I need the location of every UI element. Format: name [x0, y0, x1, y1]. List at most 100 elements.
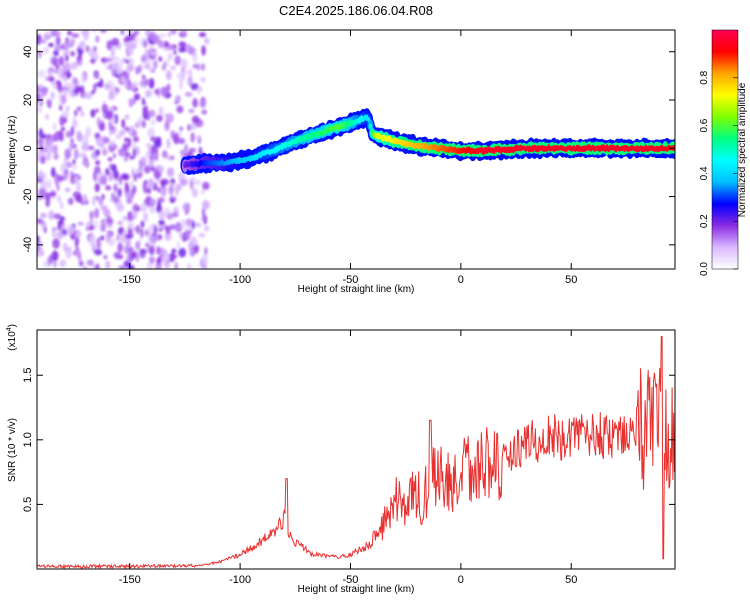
noise-blob [105, 232, 111, 244]
noise-blob [95, 149, 101, 156]
noise-blob [158, 33, 166, 39]
noise-blob [165, 70, 172, 81]
noise-blob [192, 97, 198, 108]
noise-blob [59, 259, 67, 268]
noise-blob [175, 94, 181, 104]
noise-blob [108, 63, 114, 71]
noise-blob [78, 260, 84, 267]
noise-blob [108, 125, 115, 131]
noise-blob [97, 136, 104, 141]
noise-blob [132, 185, 137, 194]
noise-blob [188, 147, 197, 153]
noise-blob [181, 67, 185, 73]
snr-x-tick-label: -100 [229, 574, 251, 586]
noise-blob [88, 47, 94, 58]
noise-blob [161, 150, 168, 159]
noise-blob [124, 114, 130, 120]
noise-blob [122, 57, 127, 63]
noise-blob [61, 93, 67, 105]
noise-blob [128, 57, 134, 66]
noise-blob [145, 152, 150, 157]
noise-blob [188, 108, 195, 113]
noise-blob [126, 254, 131, 263]
noise-blob [70, 175, 77, 185]
spectrogram-noise-blobs [37, 30, 210, 269]
snr-x-tick-label: 0 [458, 574, 464, 586]
noise-blob [37, 250, 41, 257]
noise-blob [150, 68, 156, 73]
spectrogram-x-tick-label: 0 [458, 274, 464, 286]
snr-series-line [37, 336, 675, 569]
noise-blob [203, 37, 210, 45]
noise-blob [189, 249, 196, 257]
noise-blob [81, 30, 89, 37]
noise-blob [161, 179, 166, 188]
noise-blob [40, 220, 46, 226]
noise-blob [194, 179, 202, 186]
noise-blob [175, 184, 180, 196]
noise-blob [194, 135, 201, 140]
noise-blob [52, 132, 61, 142]
noise-blob [92, 83, 97, 93]
noise-blob [72, 158, 76, 165]
noise-blob [105, 168, 110, 176]
noise-blob [201, 216, 206, 221]
noise-blob [117, 226, 125, 236]
noise-blob [145, 89, 153, 98]
noise-blob [83, 266, 87, 269]
noise-blob [65, 249, 72, 259]
noise-blob [78, 41, 86, 49]
noise-blob [54, 45, 63, 52]
colorbar-gradient [711, 29, 739, 270]
noise-blob [89, 210, 95, 220]
noise-blob [187, 76, 193, 87]
noise-blob [57, 219, 64, 226]
noise-blob [63, 82, 71, 88]
noise-blob [59, 67, 65, 74]
noise-blob [124, 81, 129, 89]
noise-blob [77, 221, 85, 226]
noise-blob [200, 77, 206, 83]
noise-blob [93, 45, 97, 53]
noise-blob [47, 42, 54, 48]
noise-blob [111, 83, 116, 94]
noise-blob [53, 259, 57, 268]
noise-blob [37, 92, 40, 102]
noise-blob [202, 181, 210, 190]
noise-blob [185, 218, 193, 227]
noise-blob [173, 50, 177, 55]
noise-blob [118, 175, 123, 186]
noise-blob [190, 132, 196, 143]
noise-blob [112, 196, 120, 204]
noise-blob [122, 70, 130, 80]
spectrogram-y-tick-label: 20 [22, 94, 34, 106]
noise-blob [185, 226, 193, 232]
snr-y-ticks: 0.5 1.0 1.5 [22, 368, 675, 512]
noise-blob [63, 40, 70, 51]
noise-blob [105, 110, 114, 120]
snr-x-tick-label: -50 [343, 574, 359, 586]
noise-blob [86, 259, 95, 267]
noise-blob [94, 207, 99, 219]
noise-blob [46, 99, 52, 107]
noise-blob [171, 248, 177, 254]
noise-blob [174, 221, 183, 233]
noise-blob [203, 225, 210, 232]
noise-blob [167, 31, 172, 38]
noise-blob [147, 127, 155, 138]
noise-blob [142, 100, 146, 106]
noise-blob [127, 137, 132, 148]
noise-blob [38, 128, 44, 139]
noise-blob [44, 138, 53, 145]
snr-x-tick-label: 50 [565, 574, 577, 586]
noise-blob [95, 159, 101, 166]
snr-x-tick-label: -150 [119, 574, 141, 586]
spectrogram-x-tick-label: -150 [119, 274, 141, 286]
noise-blob [139, 252, 146, 259]
noise-blob [38, 187, 46, 199]
noise-blob [111, 144, 118, 151]
noise-blob [124, 192, 132, 199]
noise-blob [81, 160, 90, 167]
noise-blob [180, 58, 188, 70]
noise-blob [90, 90, 95, 95]
